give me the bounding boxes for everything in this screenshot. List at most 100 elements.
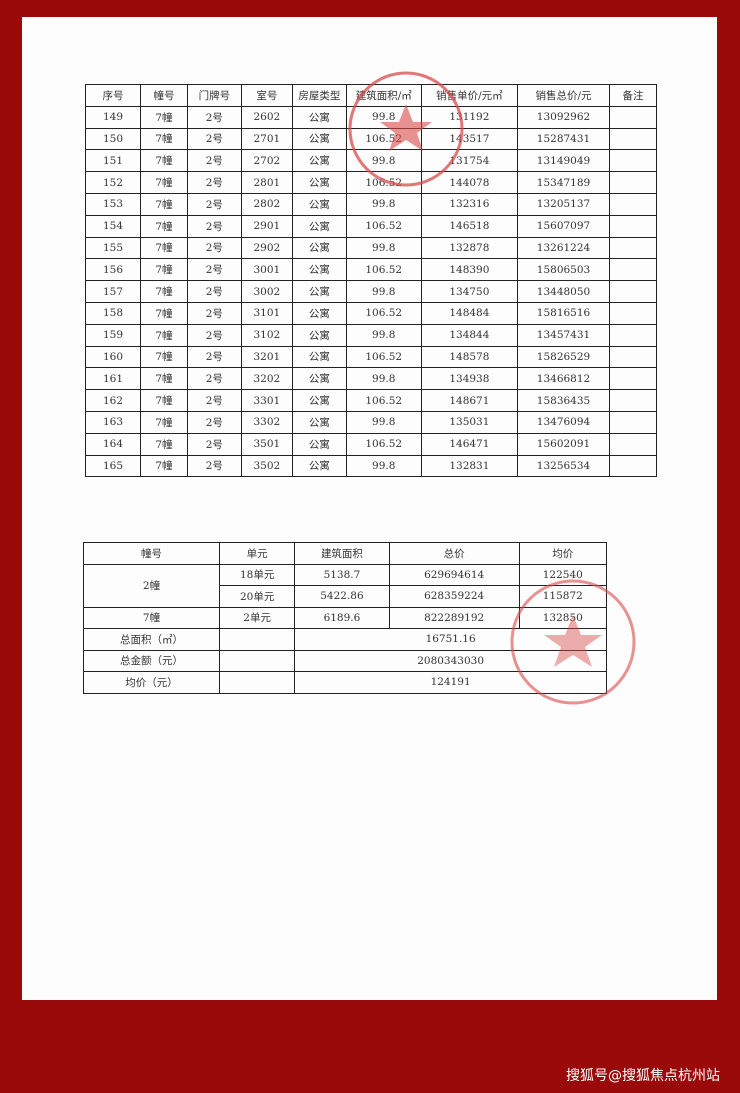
cell	[608, 432, 658, 456]
cell: 20单元	[219, 585, 296, 608]
cell: 3002	[240, 280, 294, 303]
cell: 132850	[518, 606, 608, 629]
label-cell: 总面积（㎡）	[82, 628, 221, 651]
cell: 2号	[186, 258, 242, 282]
cell: 公寓	[292, 323, 347, 347]
cell: 15816516	[517, 301, 610, 325]
cell: 15287431	[517, 127, 610, 151]
cell: 2号	[186, 432, 242, 456]
cell: 公寓	[292, 410, 347, 434]
avg-price-row: 均价（元） 124191	[82, 671, 607, 694]
cell: 132878	[420, 236, 519, 260]
cell: 135031	[420, 410, 519, 434]
cell	[608, 105, 658, 129]
cell	[608, 367, 658, 391]
cell: 153	[85, 192, 141, 216]
cell: 13466812	[517, 367, 610, 391]
cell: 13149049	[517, 149, 610, 173]
table-row: 162 7幢 2号 3301 公寓 106.52 148671 15836435	[85, 389, 658, 412]
cell: 3502	[240, 454, 294, 478]
cell: 3301	[240, 389, 294, 412]
cell: 134938	[420, 367, 519, 391]
cell: 157	[85, 280, 141, 303]
cell: 146471	[420, 432, 519, 456]
cell: 99.8	[345, 105, 422, 129]
cell: 公寓	[292, 192, 347, 216]
cell: 13261224	[517, 236, 610, 260]
cell: 13205137	[517, 192, 610, 216]
value-cell: 16751.16	[294, 628, 607, 651]
cell: 99.8	[345, 280, 422, 303]
cell: 2802	[240, 192, 294, 216]
cell	[608, 192, 658, 216]
cell: 2号	[186, 192, 242, 216]
cell: 2号	[186, 105, 242, 129]
cell	[608, 127, 658, 151]
cell: 162	[85, 389, 141, 412]
cell: 3202	[240, 367, 294, 391]
empty-cell	[219, 649, 296, 672]
total-area-row: 总面积（㎡） 16751.16	[82, 628, 607, 651]
table-row: 153 7幢 2号 2802 公寓 99.8 132316 13205137	[85, 192, 658, 216]
cell: 2701	[240, 127, 294, 151]
cell: 2号	[186, 149, 242, 173]
cell: 132831	[420, 454, 519, 478]
cell: 2号	[186, 171, 242, 194]
cell: 公寓	[292, 171, 347, 194]
empty-cell	[219, 628, 296, 651]
header-cell: 幢号	[82, 542, 221, 565]
cell: 132316	[420, 192, 519, 216]
cell	[608, 301, 658, 325]
cell: 155	[85, 236, 141, 260]
cell	[608, 149, 658, 173]
cell: 106.52	[345, 127, 422, 151]
cell: 公寓	[292, 345, 347, 369]
cell: 13256534	[517, 454, 610, 478]
cell: 2号	[186, 127, 242, 151]
cell: 7幢	[140, 367, 188, 391]
unit-price-table: 序号 幢号 门牌号 室号 房屋类型 建筑面积/㎡ 销售单价/元㎡ 销售总价/元 备注 149 7幢…	[85, 84, 658, 478]
header-cell: 序号	[85, 84, 141, 107]
cell: 6189.6	[294, 606, 390, 629]
cell: 公寓	[292, 367, 347, 391]
table-row: 149 7幢 2号 2602 公寓 99.8 131192 13092962	[85, 105, 658, 129]
cell: 公寓	[292, 454, 347, 478]
cell: 143517	[420, 127, 519, 151]
cell: 公寓	[292, 105, 347, 129]
header-cell: 幢号	[140, 84, 188, 107]
cell: 159	[85, 323, 141, 347]
cell: 公寓	[292, 214, 347, 238]
cell: 2902	[240, 236, 294, 260]
header-cell: 门牌号	[186, 84, 242, 107]
cell: 13092962	[517, 105, 610, 129]
cell: 7幢	[140, 389, 188, 412]
cell: 15602091	[517, 432, 610, 456]
cell: 18单元	[219, 563, 296, 586]
cell: 2号	[186, 301, 242, 325]
cell: 公寓	[292, 432, 347, 456]
header-cell: 总价	[388, 542, 520, 565]
table-header-row: 序号 幢号 门牌号 室号 房屋类型 建筑面积/㎡ 销售单价/元㎡ 销售总价/元 备注	[85, 84, 658, 107]
cell: 7幢	[140, 323, 188, 347]
watermark: 搜狐号@搜狐焦点杭州站	[566, 1068, 720, 1084]
cell: 3201	[240, 345, 294, 369]
cell: 163	[85, 410, 141, 434]
cell: 148671	[420, 389, 519, 412]
cell: 106.52	[345, 301, 422, 325]
cell: 106.52	[345, 214, 422, 238]
table-row: 159 7幢 2号 3102 公寓 99.8 134844 13457431	[85, 323, 658, 347]
cell: 161	[85, 367, 141, 391]
cell: 2801	[240, 171, 294, 194]
cell: 134750	[420, 280, 519, 303]
value-cell: 2080343030	[294, 649, 607, 672]
summary-table: 幢号 单元 建筑面积 总价 均价 2幢 18单元 5138.7 62969461…	[82, 542, 608, 694]
cell: 148484	[420, 301, 519, 325]
cell: 7幢	[140, 127, 188, 151]
table-row: 7幢 2单元 6189.6 822289192 132850	[82, 606, 608, 629]
cell: 15836435	[517, 389, 610, 412]
cell: 122540	[518, 563, 608, 586]
cell: 7幢	[140, 149, 188, 173]
cell: 3101	[240, 301, 294, 325]
cell	[608, 454, 658, 478]
cell: 7幢	[140, 192, 188, 216]
